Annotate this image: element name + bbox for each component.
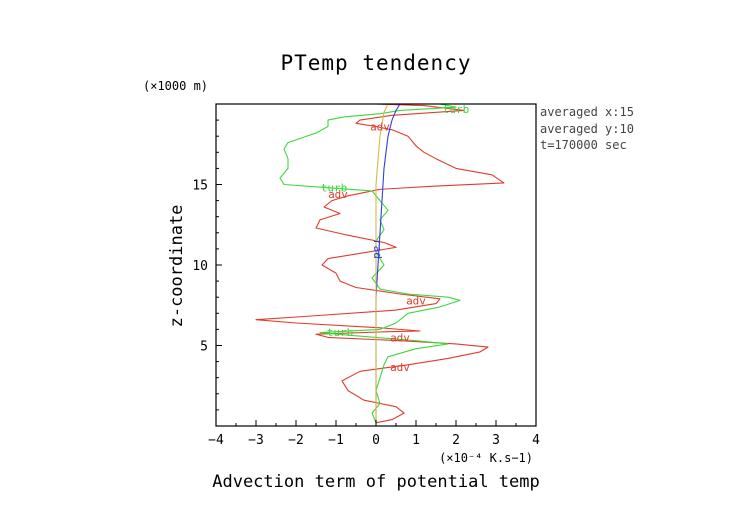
- series-line-turb: [279, 104, 461, 424]
- info-line: averaged y:10: [540, 122, 634, 136]
- inline-label-turb: turb: [443, 103, 470, 116]
- y-axis-label: z-coordinate: [167, 205, 187, 328]
- series-line-rad: [375, 104, 401, 423]
- x-tick-label: −4: [208, 433, 224, 448]
- inline-label-adv: adv: [390, 331, 410, 344]
- x-tick-label: 4: [532, 433, 540, 448]
- x-tick-label: −2: [288, 433, 304, 448]
- x-axis-ticks: −4 −3 −2 −1 0 1 2 3 4: [208, 420, 540, 448]
- info-backdrop: [537, 104, 647, 160]
- series-line-extra: [375, 104, 389, 423]
- x-tick-label: 2: [452, 433, 460, 448]
- chart-title: PTemp tendency: [280, 51, 471, 75]
- inline-label-turb: turb: [321, 182, 348, 195]
- x-tick-label: 3: [492, 433, 500, 448]
- y-tick-label: 5: [200, 340, 208, 355]
- inline-label-adv: adv: [406, 294, 426, 307]
- y-axis-ticks: 5 10 15: [192, 119, 222, 411]
- series-layer: [255, 104, 505, 424]
- y-unit-label: (×1000 m): [143, 79, 208, 93]
- x-axis-label: Advection term of potential temp: [212, 472, 540, 492]
- x-tick-label: 1: [412, 433, 420, 448]
- x-tick-label: 0: [372, 433, 380, 448]
- y-tick-label: 10: [192, 259, 208, 274]
- info-box: averaged x:15 averaged y:10 t=170000 sec: [540, 105, 634, 152]
- y-tick-label: 15: [192, 179, 208, 194]
- info-line: averaged x:15: [540, 105, 634, 119]
- x-unit-label: (×10⁻⁴ K.s−1): [439, 451, 533, 465]
- inline-label-rad: rad: [371, 239, 384, 259]
- inline-label-turb: turb: [327, 326, 354, 339]
- inline-label-adv: adv: [370, 121, 390, 134]
- series-line-adv: [255, 104, 505, 424]
- x-tick-label: −3: [248, 433, 264, 448]
- inline-label-adv: adv: [328, 188, 348, 201]
- info-line: t=170000 sec: [540, 138, 627, 152]
- inline-label-adv: adv: [390, 361, 410, 374]
- x-tick-label: −1: [328, 433, 344, 448]
